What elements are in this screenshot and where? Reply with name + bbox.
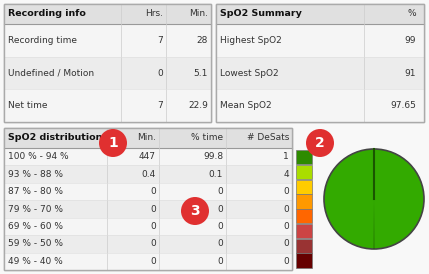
Text: Net time: Net time <box>8 101 48 110</box>
Text: Mean SpO2: Mean SpO2 <box>220 101 272 110</box>
Bar <box>4 253 292 270</box>
Bar <box>296 150 312 164</box>
Bar <box>296 238 312 253</box>
Text: 3: 3 <box>190 204 200 218</box>
Text: 0.4: 0.4 <box>142 170 156 179</box>
Text: 7: 7 <box>157 36 163 45</box>
Text: 99: 99 <box>405 36 416 45</box>
Text: 0: 0 <box>157 68 163 78</box>
Bar <box>4 4 211 24</box>
Bar <box>4 128 292 270</box>
Text: 0: 0 <box>283 187 289 196</box>
Text: Min.: Min. <box>189 10 208 19</box>
Bar <box>216 57 424 89</box>
Bar <box>4 235 292 253</box>
Bar <box>216 4 424 24</box>
Bar <box>296 224 312 238</box>
Text: Highest SpO2: Highest SpO2 <box>220 36 282 45</box>
Bar <box>4 57 211 89</box>
Text: 0: 0 <box>150 222 156 231</box>
Text: %: % <box>408 10 416 19</box>
Text: 79 % - 70 %: 79 % - 70 % <box>8 204 63 213</box>
Text: 0: 0 <box>150 187 156 196</box>
Text: SpO2 Summary: SpO2 Summary <box>220 10 302 19</box>
Text: 1: 1 <box>108 136 118 150</box>
Text: 69 % - 60 %: 69 % - 60 % <box>8 222 63 231</box>
Circle shape <box>181 197 209 225</box>
Text: 93 % - 88 %: 93 % - 88 % <box>8 170 63 179</box>
Bar <box>296 253 312 267</box>
Bar <box>216 89 424 122</box>
Bar <box>296 165 312 179</box>
Text: 0.1: 0.1 <box>208 170 223 179</box>
Text: SpO2 distribution: SpO2 distribution <box>8 133 103 142</box>
Circle shape <box>99 129 127 157</box>
Text: 0: 0 <box>217 204 223 213</box>
Text: 0: 0 <box>150 204 156 213</box>
Text: 7: 7 <box>157 101 163 110</box>
Text: 0: 0 <box>217 239 223 248</box>
Text: 0: 0 <box>217 257 223 266</box>
Bar <box>4 148 292 165</box>
Text: 0: 0 <box>217 187 223 196</box>
Text: 0: 0 <box>283 239 289 248</box>
Text: % time: % time <box>191 133 223 142</box>
Bar <box>4 200 292 218</box>
Bar <box>4 218 292 235</box>
Text: 0: 0 <box>283 204 289 213</box>
Bar <box>4 165 292 183</box>
Bar <box>216 4 424 122</box>
Bar <box>216 4 424 122</box>
Text: 100 % - 94 %: 100 % - 94 % <box>8 152 69 161</box>
Bar <box>296 209 312 223</box>
Text: 49 % - 40 %: 49 % - 40 % <box>8 257 63 266</box>
Bar <box>4 183 292 200</box>
Text: 99.8: 99.8 <box>203 152 223 161</box>
Bar <box>4 24 211 57</box>
Wedge shape <box>374 199 375 249</box>
Text: 22.9: 22.9 <box>188 101 208 110</box>
Text: Hrs.: Hrs. <box>145 10 163 19</box>
Text: 447: 447 <box>139 152 156 161</box>
Bar <box>296 194 312 209</box>
Bar <box>216 24 424 57</box>
Text: Min.: Min. <box>137 133 156 142</box>
Bar <box>4 4 211 122</box>
Text: 0: 0 <box>217 222 223 231</box>
Text: 1: 1 <box>283 152 289 161</box>
Text: 2: 2 <box>315 136 325 150</box>
Bar <box>296 179 312 194</box>
Text: 5.1: 5.1 <box>193 68 208 78</box>
Text: 0: 0 <box>150 257 156 266</box>
Text: # DeSats: # DeSats <box>247 133 289 142</box>
Text: 87 % - 80 %: 87 % - 80 % <box>8 187 63 196</box>
Bar <box>4 4 211 122</box>
Text: 4: 4 <box>284 170 289 179</box>
Bar <box>4 128 292 270</box>
Text: 91: 91 <box>405 68 416 78</box>
Text: Recording time: Recording time <box>8 36 77 45</box>
Circle shape <box>324 149 424 249</box>
Text: Recording info: Recording info <box>8 10 86 19</box>
Text: 0: 0 <box>150 239 156 248</box>
Text: 0: 0 <box>283 222 289 231</box>
Text: 59 % - 50 %: 59 % - 50 % <box>8 239 63 248</box>
Text: 97.65: 97.65 <box>390 101 416 110</box>
Bar <box>4 128 292 148</box>
Text: Lowest SpO2: Lowest SpO2 <box>220 68 278 78</box>
Text: 0: 0 <box>283 257 289 266</box>
Text: Undefined / Motion: Undefined / Motion <box>8 68 94 78</box>
Circle shape <box>306 129 334 157</box>
Bar <box>4 89 211 122</box>
Text: 28: 28 <box>196 36 208 45</box>
